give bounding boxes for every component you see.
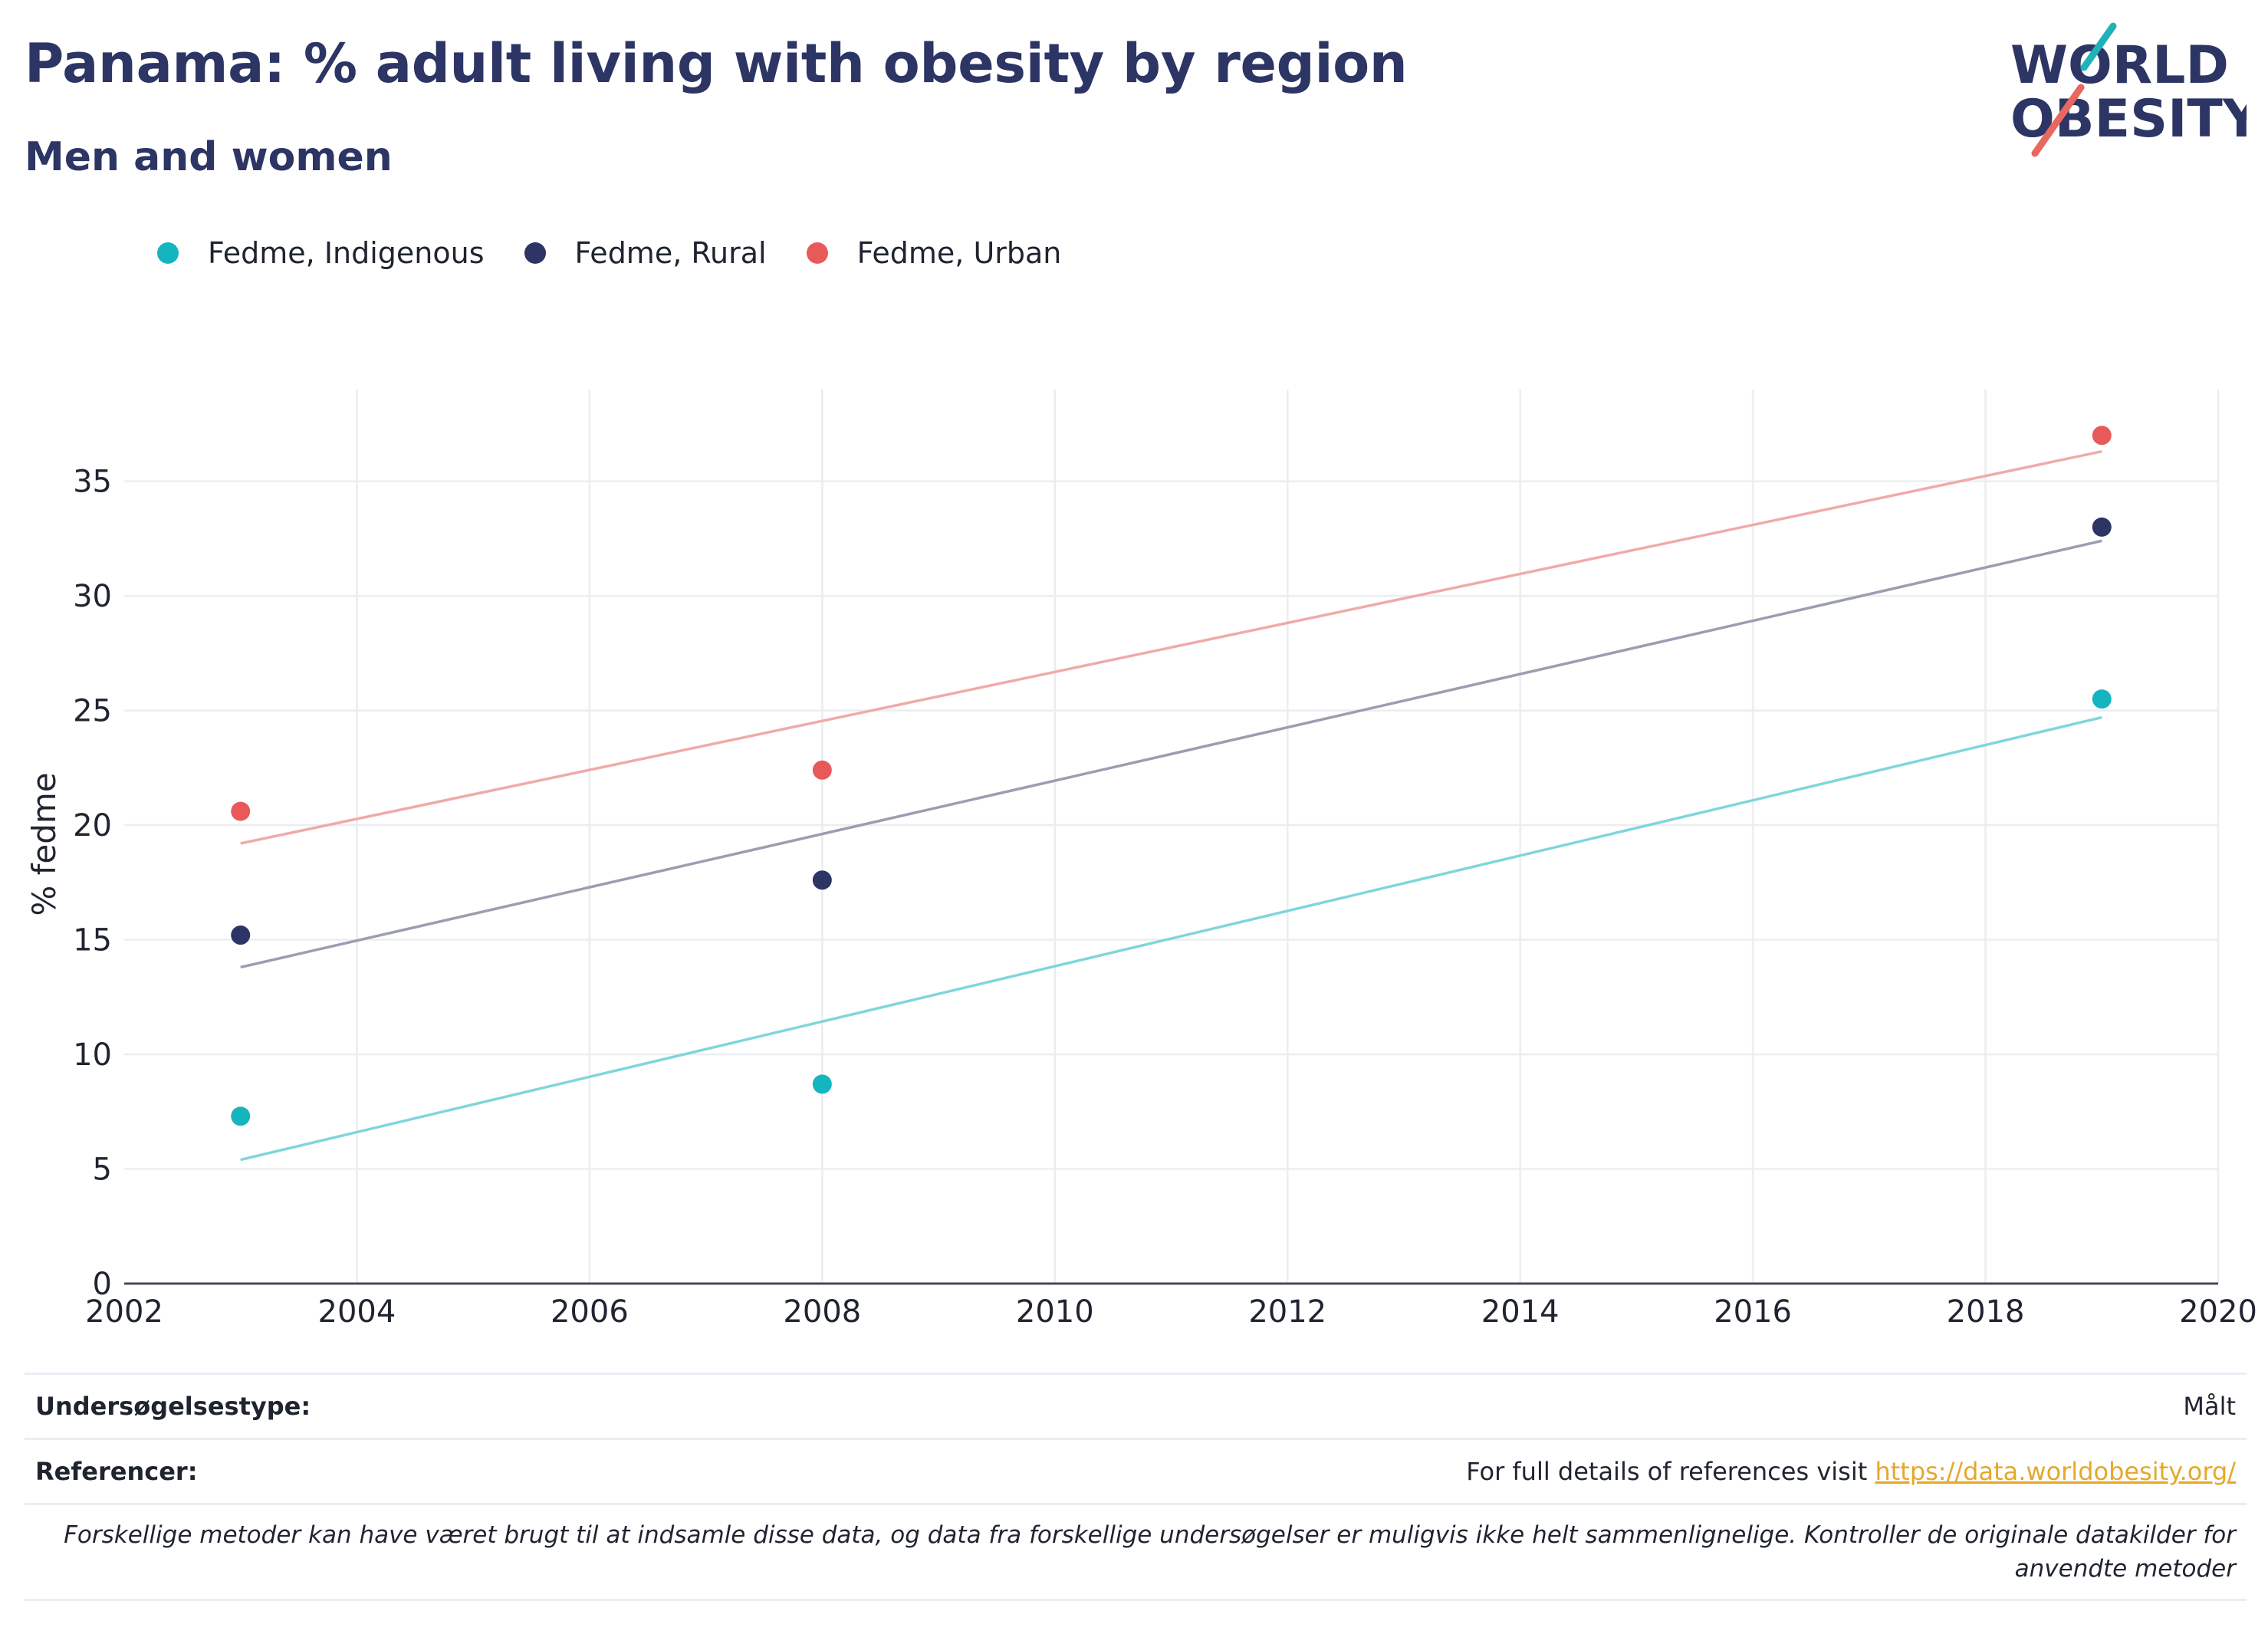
y-tick-label: 10	[73, 1037, 112, 1073]
legend-item-urban[interactable]: Fedme, Urban	[806, 236, 1062, 270]
y-tick-label: 35	[73, 465, 112, 500]
legend-marker-rural	[524, 242, 546, 264]
data-point	[231, 925, 251, 945]
trendline-1	[240, 539, 2102, 969]
methods-note: Forskellige metoder kan have været brugt…	[64, 1521, 2236, 1583]
trendline-2	[240, 450, 2102, 845]
survey-type-label: Undersøgelsestype:	[35, 1392, 311, 1421]
y-tick-label: 20	[73, 808, 112, 843]
data-point	[231, 1106, 251, 1126]
references-row: Referencer: For full details of referenc…	[25, 1438, 2247, 1503]
survey-type-value: Målt	[2183, 1392, 2236, 1421]
y-tick-label: 30	[73, 579, 112, 614]
chart-footer: Undersøgelsestype: Målt Referencer: For …	[25, 1373, 2247, 1601]
y-axis-label: % fedme	[25, 772, 63, 916]
references-text-wrap: For full details of references visit htt…	[1466, 1457, 2236, 1486]
x-tick-label: 2020	[2179, 1294, 2257, 1330]
x-tick-label: 2016	[1714, 1294, 1792, 1330]
data-point	[2092, 517, 2112, 537]
logo-word-world: WORLD	[2010, 35, 2229, 96]
references-link[interactable]: https://data.worldobesity.org/	[1875, 1457, 2236, 1486]
legend-marker-indigenous	[157, 242, 179, 264]
data-point	[231, 801, 251, 821]
x-tick-label: 2004	[318, 1294, 396, 1330]
logo-slash-teal	[2080, 22, 2117, 71]
chart-subtitle: Men and women	[25, 134, 393, 180]
chart-legend: Fedme, Indigenous Fedme, Rural Fedme, Ur…	[157, 230, 1101, 276]
x-tick-label: 2006	[551, 1294, 629, 1330]
y-tick-label: 0	[93, 1267, 112, 1302]
legend-item-rural[interactable]: Fedme, Rural	[524, 236, 767, 270]
x-tick-label: 2008	[783, 1294, 861, 1330]
chart-title: Panama: % adult living with obesity by r…	[25, 32, 1408, 95]
scatter-chart: 2002 2004 2006 2008 2010 2012 2014 2016 2018 2020…	[25, 390, 2257, 1330]
survey-type-row: Undersøgelsestype: Målt	[25, 1373, 2247, 1438]
x-tick-label: 2002	[85, 1294, 163, 1330]
legend-marker-urban	[806, 242, 828, 264]
logo-word-obesity: OBESITY	[2010, 89, 2247, 150]
data-point	[812, 870, 832, 890]
y-tick-label: 25	[73, 694, 112, 729]
references-text: For full details of references visit	[1466, 1457, 1875, 1486]
methods-note-row: Forskellige metoder kan have været brugt…	[25, 1503, 2247, 1601]
legend-label-urban: Fedme, Urban	[856, 236, 1062, 270]
world-obesity-logo: WORLD OBESITY	[2010, 22, 2247, 157]
x-tick-label: 2018	[1947, 1294, 2025, 1330]
y-tick-label: 15	[73, 923, 112, 958]
x-tick-label: 2012	[1248, 1294, 1326, 1330]
references-label: Referencer:	[35, 1457, 198, 1486]
data-point	[2092, 426, 2112, 445]
y-tick-label: 5	[93, 1152, 112, 1188]
x-tick-label: 2010	[1016, 1294, 1094, 1330]
legend-label-rural: Fedme, Rural	[574, 236, 767, 270]
logo-slash-red	[2031, 84, 2085, 157]
data-point	[812, 1074, 832, 1094]
data-point	[2092, 689, 2112, 709]
trendline-0	[240, 715, 2102, 1162]
data-point	[812, 760, 832, 780]
legend-item-indigenous[interactable]: Fedme, Indigenous	[157, 236, 485, 270]
x-tick-label: 2014	[1481, 1294, 1560, 1330]
legend-label-indigenous: Fedme, Indigenous	[208, 236, 485, 270]
